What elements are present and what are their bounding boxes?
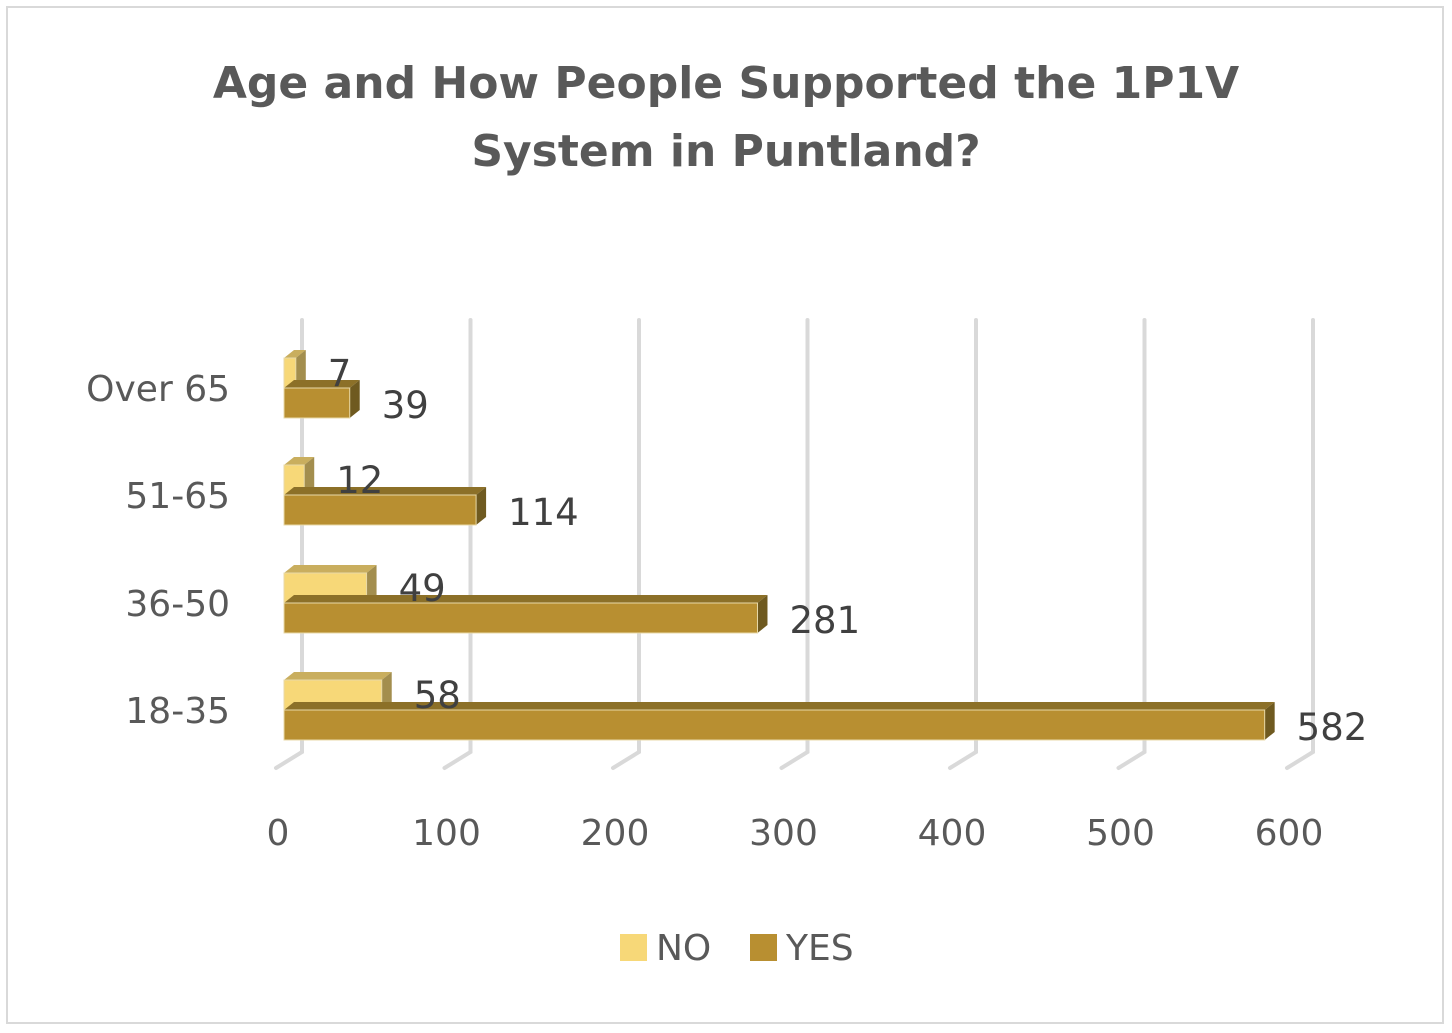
chart-title-line-2: System in Puntland? bbox=[471, 126, 980, 177]
bar-side-yes bbox=[757, 595, 768, 633]
legend-swatch-yes bbox=[750, 934, 777, 961]
bar-top-no bbox=[284, 457, 315, 465]
data-label-no: 12 bbox=[336, 459, 383, 502]
x-tick-label: 400 bbox=[918, 813, 987, 854]
bar-side-yes bbox=[476, 487, 487, 525]
data-label-yes: 582 bbox=[1297, 706, 1368, 749]
chart-title-line-1: Age and How People Supported the 1P1V bbox=[213, 58, 1239, 109]
gridline bbox=[779, 318, 810, 770]
bar-yes bbox=[283, 602, 758, 634]
gridline bbox=[442, 318, 473, 770]
data-label-yes: 39 bbox=[382, 384, 429, 427]
data-label-no: 58 bbox=[414, 674, 461, 717]
bar-side-no bbox=[304, 457, 315, 495]
legend-swatch-no bbox=[620, 934, 647, 961]
data-label-yes: 114 bbox=[508, 491, 579, 534]
bar-top-no bbox=[284, 565, 377, 573]
bar-top-yes bbox=[284, 487, 487, 495]
bar-top-yes bbox=[284, 702, 1275, 710]
chart-frame bbox=[6, 6, 1444, 1024]
bar-yes bbox=[283, 494, 477, 526]
bar-side-no bbox=[295, 350, 306, 388]
category-label: Over 65 bbox=[86, 369, 230, 410]
bar-top-yes bbox=[284, 595, 768, 603]
category-label: 18-35 bbox=[125, 691, 230, 732]
x-tick-label: 300 bbox=[749, 813, 818, 854]
x-tick-label: 100 bbox=[412, 813, 481, 854]
bar-side-no bbox=[381, 672, 392, 710]
legend: NO YES bbox=[620, 928, 854, 969]
gridline bbox=[948, 318, 978, 770]
gridline bbox=[1285, 318, 1315, 770]
data-label-no: 7 bbox=[328, 352, 352, 395]
x-tick-label: 500 bbox=[1086, 813, 1155, 854]
bar-yes bbox=[283, 709, 1266, 741]
bar-side-yes bbox=[1264, 702, 1275, 740]
gridline bbox=[1116, 318, 1147, 770]
x-tick-label: 600 bbox=[1255, 813, 1324, 854]
legend-label-yes: YES bbox=[785, 928, 854, 969]
bar-top-no bbox=[284, 350, 306, 358]
x-tick-label: 200 bbox=[581, 813, 650, 854]
bar-side-no bbox=[366, 565, 377, 603]
legend-label-no: NO bbox=[656, 928, 711, 969]
category-label: 51-65 bbox=[125, 476, 230, 517]
gridline bbox=[611, 318, 641, 770]
data-label-yes: 281 bbox=[789, 599, 860, 642]
bar-yes bbox=[283, 387, 351, 419]
x-tick-label: 0 bbox=[267, 813, 290, 854]
bar-top-no bbox=[284, 672, 392, 680]
category-label: 36-50 bbox=[125, 584, 230, 625]
data-label-no: 49 bbox=[399, 567, 446, 610]
bar-side-yes bbox=[349, 380, 360, 418]
bar-top-yes bbox=[284, 380, 360, 388]
